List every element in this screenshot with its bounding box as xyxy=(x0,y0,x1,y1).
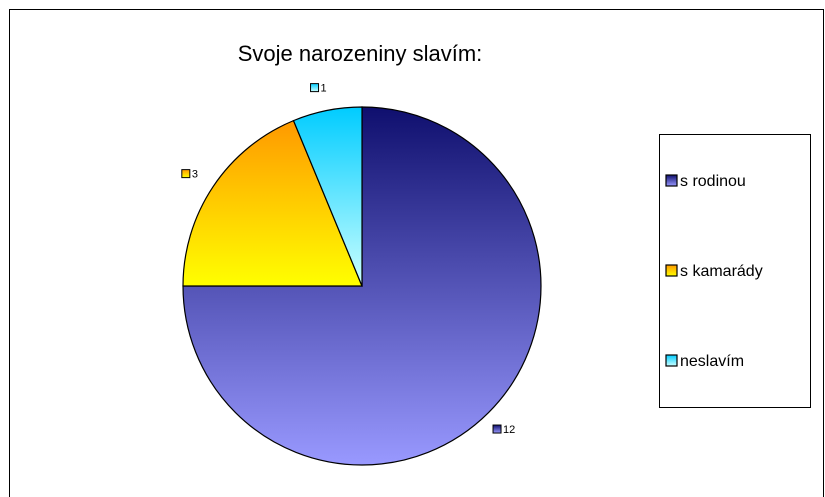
data-label: 1 xyxy=(321,83,327,95)
data-label-key xyxy=(181,169,191,179)
pie-slice xyxy=(292,106,363,287)
legend-label: s kamarády xyxy=(680,263,763,280)
legend-label: neslavím xyxy=(680,353,744,370)
legend-label: s rodinou xyxy=(680,173,746,190)
data-label: 3 xyxy=(192,169,198,181)
pie-slice xyxy=(182,106,542,466)
data-label: 12 xyxy=(503,424,515,436)
legend-box xyxy=(659,134,811,408)
chart-title: Svoje narozeniny slavím: xyxy=(238,41,483,66)
pie-slice xyxy=(182,119,363,287)
legend-key xyxy=(665,264,678,277)
legend-key xyxy=(665,174,678,187)
data-label-key xyxy=(310,83,320,93)
legend-key xyxy=(665,354,678,367)
data-label-key xyxy=(492,424,502,434)
